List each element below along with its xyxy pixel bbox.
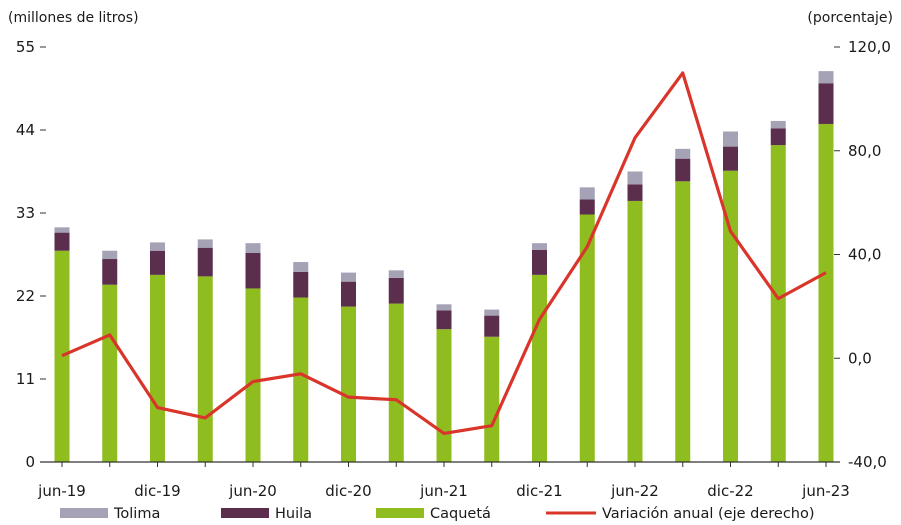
x-tick-label: dic-20 [325, 482, 371, 500]
bar-tolima [484, 309, 500, 316]
bar-tolima [675, 148, 691, 159]
bar-huila [54, 232, 70, 251]
bar-caqueta [579, 214, 595, 462]
bar-tolima [627, 171, 643, 185]
legend: Tolima Huila Caquetá Variación anual (ej… [60, 506, 815, 522]
left-tick-label: 0 [25, 453, 35, 471]
bar-huila [627, 184, 643, 201]
bar-huila [532, 249, 547, 275]
bar-caqueta [818, 123, 834, 463]
legend-label-tolima: Tolima [113, 506, 160, 522]
legend-label-huila: Huila [275, 506, 312, 522]
legend-swatch-caqueta [376, 508, 424, 518]
bar-huila [675, 158, 691, 182]
bar-caqueta [675, 181, 691, 463]
legend-label-caqueta: Caquetá [430, 506, 491, 522]
x-tick-label: dic-19 [134, 482, 180, 500]
bar-caqueta [436, 329, 452, 462]
bar-tolima [532, 243, 547, 250]
bar-huila [341, 281, 356, 307]
left-tick-label: 44 [16, 121, 35, 139]
left-axis: 0 11 22 33 44 55 [16, 38, 46, 471]
bar-huila [102, 259, 118, 285]
x-tick-label: jun-20 [228, 482, 277, 500]
right-tick-label: 0,0 [848, 349, 872, 367]
right-tick-label: 120,0 [848, 38, 891, 56]
bar-caqueta [532, 274, 547, 462]
x-tick-label: jun-21 [419, 482, 468, 500]
variacion-line [61, 71, 827, 436]
bar-caqueta [627, 200, 643, 462]
x-tick-label: dic-22 [707, 482, 753, 500]
bar-huila [388, 277, 404, 304]
bar-huila [436, 310, 452, 330]
left-tick-label: 55 [16, 38, 35, 56]
legend-swatch-tolima [60, 508, 108, 518]
bar-tolima [723, 131, 738, 147]
bar-huila [150, 250, 165, 275]
bar-caqueta [197, 276, 213, 462]
bar-tolima [341, 272, 356, 282]
x-axis: jun-19 dic-19 jun-20 dic-20 jun-21 dic-21 jun-… [37, 461, 850, 500]
legend-label-variacion: Variación anual (eje derecho) [602, 506, 815, 522]
bar-tolima [150, 242, 165, 251]
left-tick-label: 11 [16, 370, 35, 388]
bar-tolima [770, 120, 786, 129]
x-tick-label: jun-22 [610, 482, 659, 500]
bar-tolima [197, 239, 213, 248]
left-tick-label: 33 [16, 204, 35, 222]
right-tick-label: -40,0 [848, 453, 887, 471]
left-tick-label: 22 [16, 287, 35, 305]
right-axis-title: (porcentaje) [807, 10, 893, 26]
bar-tolima [818, 71, 834, 84]
right-axis: -40,0 0,0 40,0 80,0 120,0 [834, 38, 891, 471]
bar-caqueta [341, 306, 356, 462]
bar-caqueta [54, 250, 70, 462]
bar-huila [293, 271, 309, 298]
bar-huila [197, 247, 213, 277]
bar-caqueta [770, 145, 786, 462]
bar-series [54, 71, 834, 463]
bar-huila [579, 199, 595, 215]
right-tick-label: 40,0 [848, 246, 881, 264]
x-tick-label: jun-23 [801, 482, 850, 500]
bar-caqueta [388, 303, 404, 462]
bar-huila [818, 83, 834, 124]
bar-tolima [54, 227, 70, 233]
bar-caqueta [102, 284, 118, 462]
bar-tolima [436, 304, 452, 311]
bar-caqueta [150, 274, 165, 462]
bar-huila [484, 315, 500, 337]
bar-caqueta [484, 336, 500, 462]
bar-tolima [579, 187, 595, 200]
line-series [61, 71, 827, 436]
bar-caqueta [723, 170, 738, 462]
bar-tolima [102, 250, 118, 260]
bar-caqueta [293, 297, 309, 462]
bar-huila [245, 252, 261, 289]
bar-tolima [388, 270, 404, 278]
bar-huila [770, 128, 786, 146]
bar-tolima [293, 262, 309, 272]
x-tick-label: dic-21 [516, 482, 562, 500]
bar-huila [723, 146, 738, 171]
left-axis-title: (millones de litros) [8, 10, 139, 26]
x-tick-label: jun-19 [37, 482, 86, 500]
bar-tolima [245, 243, 261, 253]
right-tick-label: 80,0 [848, 142, 881, 160]
bar-caqueta [245, 288, 261, 462]
legend-swatch-huila [221, 508, 269, 518]
